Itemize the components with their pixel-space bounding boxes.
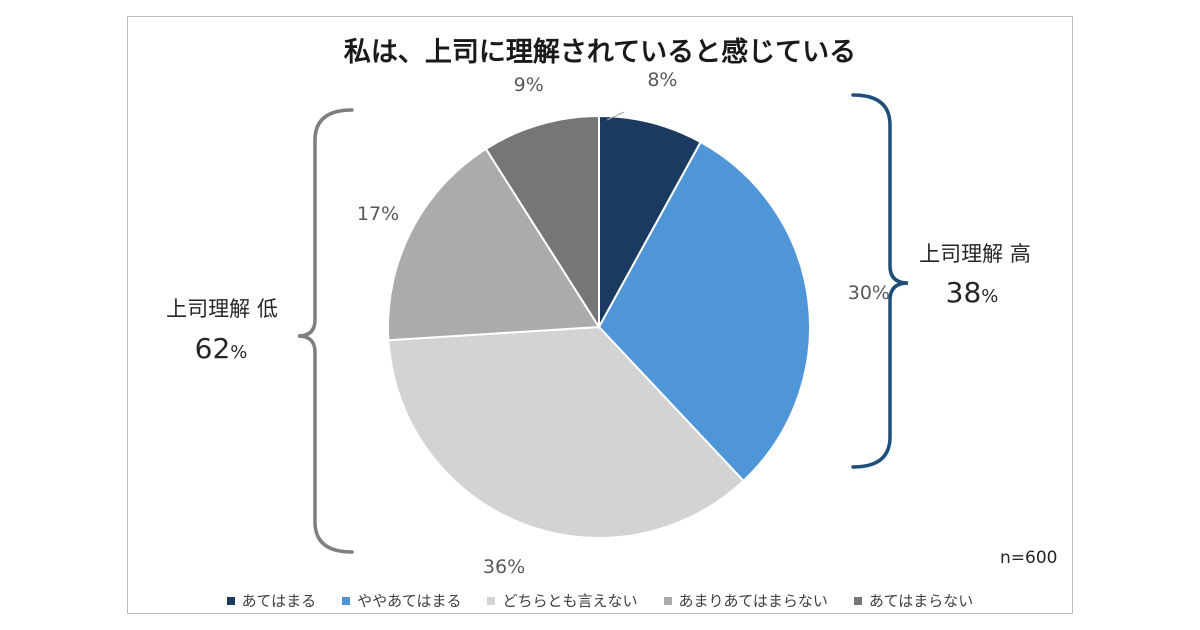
high-group-value: 38% (945, 276, 999, 309)
legend-item: あてはまる (226, 590, 317, 611)
slice-label-5: 9% (513, 74, 544, 96)
legend-item: あてはまらない (853, 590, 974, 611)
slice-label-1: 8% (647, 69, 678, 91)
legend-label: あてはまらない (868, 592, 974, 610)
legend-item: あまりあてはまらない (663, 590, 828, 611)
high-group-label: 上司理解 高 (919, 242, 1031, 266)
pie-slices (387, 114, 811, 539)
legend-swatch (342, 596, 351, 605)
legend-swatch (487, 596, 496, 605)
legend-item: ややあてはまる (342, 590, 461, 611)
low-group-label: 上司理解 低 (166, 297, 278, 321)
chart-frame (127, 16, 1073, 614)
pie-slice-4 (387, 147, 601, 342)
low-group-value: 62% (194, 332, 248, 365)
high-group-bracket (851, 93, 909, 469)
sample-size-note: n=600 (1000, 548, 1058, 568)
legend-label: あてはまる (241, 592, 317, 610)
chart-title: 私は、上司に理解されていると感じている (343, 37, 857, 68)
slice-label-4: 17% (356, 203, 400, 226)
pie-slice-3 (387, 325, 745, 539)
legend-swatch (853, 596, 862, 605)
legend-swatch (226, 596, 235, 605)
legend-label: ややあてはまる (357, 592, 462, 610)
pie-slice-1 (598, 114, 703, 328)
pie-slice-5 (484, 114, 600, 331)
slice-label-2: 30% (847, 281, 890, 304)
legend-swatch (663, 596, 672, 605)
legend-label: あまりあてはまらない (678, 592, 828, 610)
pie-slice-2 (597, 140, 811, 483)
slice-label-3: 36% (482, 555, 526, 578)
low-group-bracket (297, 108, 354, 554)
legend-label: どちらとも言えない (502, 592, 638, 610)
chart-legend: あてはまる ややあてはまる どちらとも言えない あまりあてはまらない あてはまらない (0, 590, 1200, 611)
legend-item: どちらとも言えない (487, 590, 638, 611)
leader-line (606, 111, 625, 121)
